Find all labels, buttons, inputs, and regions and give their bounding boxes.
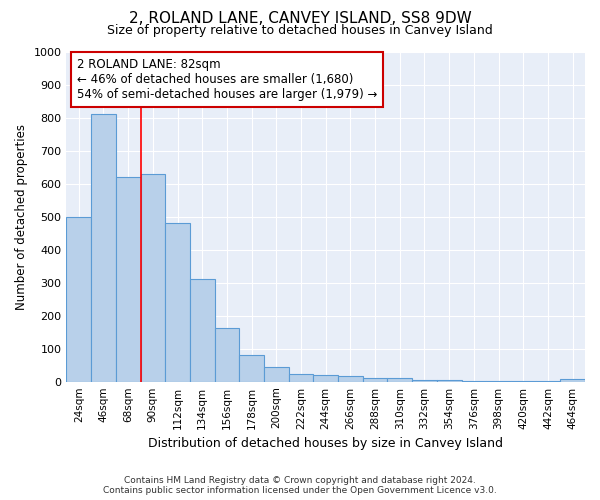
Text: 2, ROLAND LANE, CANVEY ISLAND, SS8 9DW: 2, ROLAND LANE, CANVEY ISLAND, SS8 9DW <box>128 11 472 26</box>
Bar <box>289 374 313 382</box>
Y-axis label: Number of detached properties: Number of detached properties <box>15 124 28 310</box>
Bar <box>437 380 461 382</box>
Bar <box>239 356 264 382</box>
Bar <box>388 378 412 382</box>
Bar <box>140 174 165 382</box>
Bar <box>338 376 363 382</box>
Text: 2 ROLAND LANE: 82sqm
← 46% of detached houses are smaller (1,680)
54% of semi-de: 2 ROLAND LANE: 82sqm ← 46% of detached h… <box>77 58 377 101</box>
Bar <box>165 223 190 382</box>
X-axis label: Distribution of detached houses by size in Canvey Island: Distribution of detached houses by size … <box>148 437 503 450</box>
Bar <box>313 375 338 382</box>
Bar <box>67 216 91 382</box>
Bar <box>190 280 215 382</box>
Bar <box>264 367 289 382</box>
Bar <box>461 381 486 382</box>
Bar <box>91 114 116 382</box>
Bar <box>363 378 388 382</box>
Bar <box>560 379 585 382</box>
Bar <box>412 380 437 382</box>
Text: Size of property relative to detached houses in Canvey Island: Size of property relative to detached ho… <box>107 24 493 37</box>
Bar <box>215 328 239 382</box>
Text: Contains HM Land Registry data © Crown copyright and database right 2024.
Contai: Contains HM Land Registry data © Crown c… <box>103 476 497 495</box>
Bar <box>116 177 140 382</box>
